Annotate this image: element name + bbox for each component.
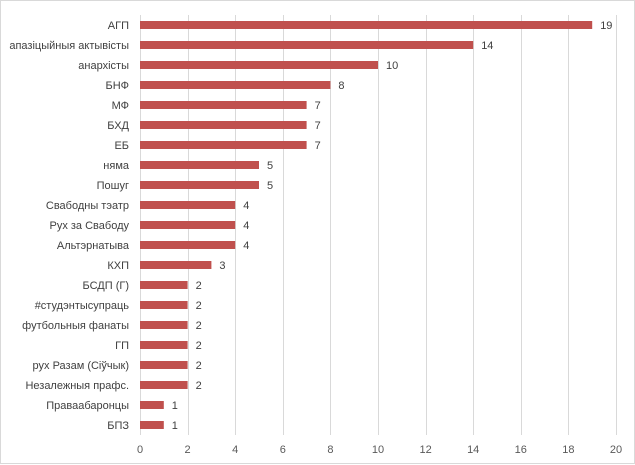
category-label: #студэнтысупраць (35, 300, 130, 312)
bar (140, 281, 188, 289)
category-label: Рух за Свабоду (50, 220, 130, 232)
data-label: 2 (196, 280, 202, 292)
data-label: 1 (172, 420, 178, 432)
x-tick-label: 8 (327, 444, 333, 456)
category-label: апазіцыйныя актывісты (9, 40, 129, 52)
category-label: БСДП (Г) (83, 280, 130, 292)
bar (140, 21, 593, 29)
bar (140, 381, 188, 389)
category-label: ГП (115, 340, 129, 352)
bar (140, 81, 331, 89)
bar (140, 101, 307, 109)
category-label: няма (103, 160, 130, 172)
bar (140, 121, 307, 129)
category-label: АГП (108, 20, 129, 32)
data-label: 1 (172, 400, 178, 412)
bar (140, 341, 188, 349)
data-label: 14 (481, 40, 493, 52)
category-label: Праваабаронцы (46, 400, 129, 412)
data-label: 8 (338, 80, 344, 92)
x-tick-label: 16 (515, 444, 527, 456)
category-label: Альтэрнатыва (57, 240, 130, 252)
x-tick-label: 12 (419, 444, 431, 456)
bar (140, 261, 212, 269)
data-label: 5 (267, 160, 273, 172)
category-labels: АГП апазіцыйныя актывісты анархісты БНФ МФ БХ… (9, 20, 130, 432)
bar (140, 181, 259, 189)
data-label: 19 (600, 20, 612, 32)
x-tick-label: 10 (372, 444, 384, 456)
x-tick-label: 14 (467, 444, 479, 456)
category-label: МФ (112, 100, 129, 112)
x-tick-label: 6 (280, 444, 286, 456)
data-label: 7 (315, 140, 321, 152)
data-label: 3 (219, 260, 225, 272)
data-label: 2 (196, 300, 202, 312)
bar (140, 41, 474, 49)
data-label: 7 (315, 120, 321, 132)
bar (140, 161, 259, 169)
bar (140, 401, 164, 409)
bar (140, 421, 164, 429)
x-tick-label: 4 (232, 444, 238, 456)
bar (140, 201, 236, 209)
data-label: 4 (243, 240, 249, 252)
category-label: Свабодны тэатр (46, 200, 129, 212)
data-label: 2 (196, 380, 202, 392)
bar (140, 221, 236, 229)
data-label: 10 (386, 60, 398, 72)
category-label: футбольныя фанаты (22, 320, 129, 332)
x-tick-label: 2 (185, 444, 191, 456)
category-label: КХП (107, 260, 129, 272)
bar (140, 361, 188, 369)
bar (140, 301, 188, 309)
category-label: Пошуг (97, 180, 129, 192)
x-axis-ticks: 0 2 4 6 8 10 12 14 16 18 20 (137, 444, 622, 456)
bar (140, 241, 236, 249)
x-tick-label: 0 (137, 444, 143, 456)
bar (140, 141, 307, 149)
bar (140, 61, 378, 69)
x-tick-label: 20 (610, 444, 622, 456)
data-label: 2 (196, 340, 202, 352)
data-label: 2 (196, 320, 202, 332)
bar (140, 321, 188, 329)
category-label: рух Разам (Сіўчык) (33, 360, 129, 372)
data-label: 4 (243, 220, 249, 232)
data-label: 4 (243, 200, 249, 212)
category-label: БНФ (105, 80, 129, 92)
category-label: ЕБ (114, 140, 129, 152)
category-label: анархісты (78, 60, 129, 72)
category-label: БПЗ (107, 420, 129, 432)
category-label: Незалежныя прафс. (25, 380, 129, 392)
data-labels: 19 14 10 8 7 7 7 5 5 4 4 4 3 2 2 2 2 2 2 1 1 (172, 20, 613, 432)
data-label: 5 (267, 180, 273, 192)
category-label: БХД (107, 120, 129, 132)
data-label: 7 (315, 100, 321, 112)
data-label: 2 (196, 360, 202, 372)
x-tick-label: 18 (562, 444, 574, 456)
bars (140, 21, 593, 429)
